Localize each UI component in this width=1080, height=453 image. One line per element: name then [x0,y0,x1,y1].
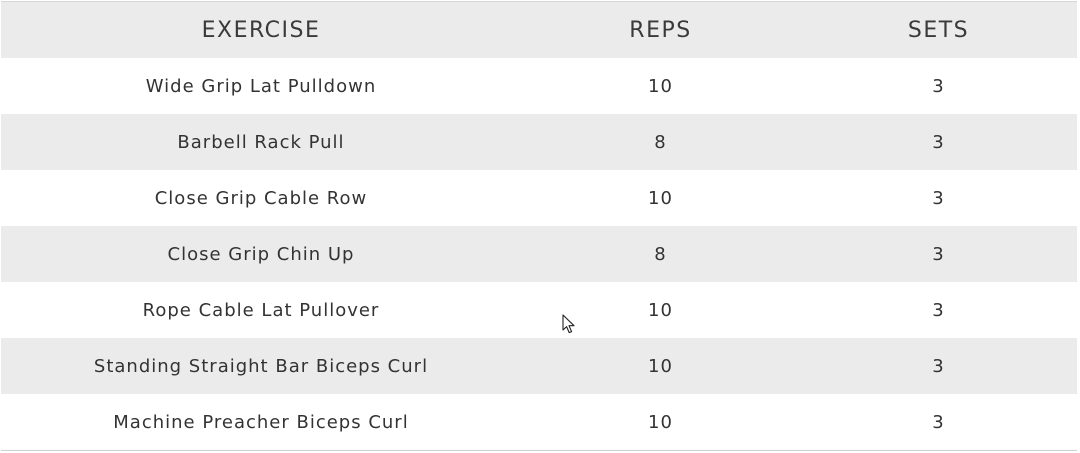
column-header-reps: REPS [521,1,800,58]
exercise-cell: Machine Preacher Biceps Curl [1,394,521,451]
reps-cell: 10 [521,170,800,226]
reps-cell: 10 [521,338,800,394]
table-row: Standing Straight Bar Biceps Curl 10 3 [1,338,1077,394]
sets-cell: 3 [800,114,1077,170]
exercise-cell: Standing Straight Bar Biceps Curl [1,338,521,394]
exercise-cell: Close Grip Chin Up [1,226,521,282]
sets-cell: 3 [800,170,1077,226]
sets-cell: 3 [800,226,1077,282]
sets-cell: 3 [800,58,1077,114]
table-row: Close Grip Cable Row 10 3 [1,170,1077,226]
reps-cell: 10 [521,282,800,338]
reps-cell: 10 [521,58,800,114]
column-header-sets: SETS [800,1,1077,58]
exercise-cell: Wide Grip Lat Pulldown [1,58,521,114]
table-header-row: EXERCISE REPS SETS [1,1,1077,58]
sets-cell: 3 [800,282,1077,338]
table-row: Machine Preacher Biceps Curl 10 3 [1,394,1077,451]
table-body: Wide Grip Lat Pulldown 10 3 Barbell Rack… [1,58,1077,451]
table-row: Wide Grip Lat Pulldown 10 3 [1,58,1077,114]
table-header: EXERCISE REPS SETS [1,1,1077,58]
sets-cell: 3 [800,394,1077,451]
reps-cell: 8 [521,226,800,282]
reps-cell: 10 [521,394,800,451]
exercise-cell: Rope Cable Lat Pullover [1,282,521,338]
table-row: Rope Cable Lat Pullover 10 3 [1,282,1077,338]
reps-cell: 8 [521,114,800,170]
table-row: Barbell Rack Pull 8 3 [1,114,1077,170]
table-row: Close Grip Chin Up 8 3 [1,226,1077,282]
sets-cell: 3 [800,338,1077,394]
exercise-cell: Close Grip Cable Row [1,170,521,226]
exercise-cell: Barbell Rack Pull [1,114,521,170]
column-header-exercise: EXERCISE [1,1,521,58]
